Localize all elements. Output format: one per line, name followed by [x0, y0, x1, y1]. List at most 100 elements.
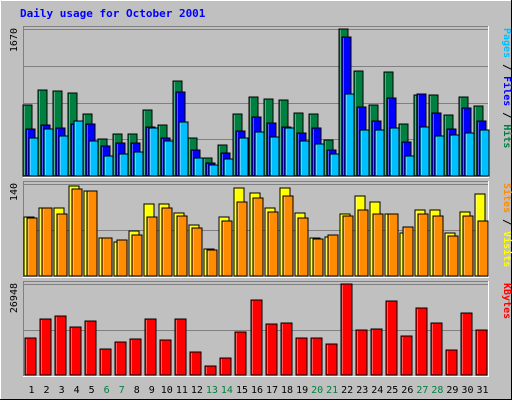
bar-kbytes-day-17 [265, 323, 278, 376]
bar-sites-day-4 [71, 188, 83, 277]
bar-kbytes-day-4 [69, 326, 82, 376]
bar-kbytes-day-18 [280, 322, 293, 376]
legend-part: / [501, 213, 512, 231]
bar-kbytes-day-7 [114, 341, 127, 376]
bar-pages-day-31 [479, 129, 490, 177]
bar-kbytes-day-27 [415, 307, 428, 376]
bar-kbytes-day-3 [54, 315, 67, 376]
day-label-18: 18 [281, 385, 293, 396]
bar-kbytes-day-9 [144, 318, 157, 376]
day-label-9: 9 [149, 385, 155, 396]
bar-sites-day-29 [447, 235, 459, 277]
bar-sites-day-23 [357, 209, 369, 277]
bar-kbytes-day-11 [174, 318, 187, 376]
legend-part: Hits [501, 124, 512, 148]
bar-sites-day-10 [161, 207, 173, 277]
day-label-17: 17 [266, 385, 278, 396]
bar-sites-day-1 [26, 217, 38, 277]
bar-sites-day-7 [116, 239, 128, 277]
day-label-22: 22 [341, 385, 353, 396]
day-label-11: 11 [176, 385, 188, 396]
bar-kbytes-day-16 [250, 299, 263, 376]
legend-part: / [501, 106, 512, 124]
panel-hits: 1670 Pages / Files / Hits [9, 26, 512, 178]
bar-sites-day-27 [417, 213, 429, 277]
day-label-19: 19 [296, 385, 308, 396]
day-label-15: 15 [236, 385, 248, 396]
day-label-7: 7 [119, 385, 125, 396]
bar-sites-day-2 [41, 207, 53, 277]
bar-kbytes-day-20 [310, 337, 323, 376]
bar-kbytes-day-24 [370, 328, 383, 376]
bar-kbytes-day-6 [99, 348, 112, 376]
legend-part: Files [501, 76, 512, 106]
bar-sites-day-24 [372, 213, 384, 277]
day-label-10: 10 [161, 385, 173, 396]
day-label-23: 23 [356, 385, 368, 396]
bar-sites-day-6 [101, 237, 113, 277]
bar-sites-day-15 [236, 201, 248, 277]
bar-sites-day-5 [86, 190, 98, 277]
panel-visits-max-label: 140 [9, 183, 20, 201]
bar-kbytes-day-5 [84, 320, 97, 376]
bar-sites-day-12 [191, 227, 203, 277]
bar-sites-day-21 [327, 234, 339, 277]
bar-kbytes-day-19 [295, 337, 308, 376]
panel-kbytes: 26948 KBytes [9, 281, 512, 377]
bar-sites-day-30 [462, 215, 474, 277]
bar-sites-day-22 [342, 215, 354, 277]
legend-part: Pages [501, 28, 512, 58]
day-label-28: 28 [431, 385, 443, 396]
bar-kbytes-day-31 [475, 329, 488, 376]
bar-kbytes-day-21 [325, 343, 338, 376]
bar-kbytes-day-14 [219, 357, 232, 376]
bar-pages-day-15 [238, 137, 249, 177]
bar-kbytes-day-8 [129, 338, 142, 376]
day-label-4: 4 [74, 385, 80, 396]
bar-sites-day-16 [252, 197, 264, 277]
day-label-31: 31 [476, 385, 488, 396]
bar-kbytes-day-30 [460, 312, 473, 376]
bar-kbytes-day-25 [385, 300, 398, 376]
panel-kbytes-legend: KBytes [501, 283, 512, 319]
day-label-13: 13 [206, 385, 218, 396]
bar-sites-day-26 [402, 226, 414, 277]
bar-sites-day-9 [146, 216, 158, 277]
day-label-1: 1 [29, 385, 35, 396]
day-label-30: 30 [461, 385, 473, 396]
legend-part: / [501, 58, 512, 76]
bar-sites-day-17 [267, 211, 279, 277]
day-label-2: 2 [44, 385, 50, 396]
legend-part: Visits [501, 231, 512, 267]
panel-hits-max-label: 1670 [9, 28, 20, 52]
bar-kbytes-day-26 [400, 335, 413, 376]
day-label-27: 27 [416, 385, 428, 396]
panel-visits-legend: Sites / Visits [501, 183, 512, 267]
bar-sites-day-19 [297, 217, 309, 277]
day-label-24: 24 [371, 385, 383, 396]
bar-sites-day-20 [312, 238, 324, 277]
bar-kbytes-day-15 [234, 331, 247, 376]
day-label-14: 14 [221, 385, 233, 396]
day-label-5: 5 [89, 385, 95, 396]
legend-part: Sites [501, 183, 512, 213]
bar-sites-day-3 [56, 213, 68, 277]
bar-kbytes-day-13 [204, 365, 217, 376]
panel-kbytes-max-label: 26948 [9, 283, 20, 313]
panels-layer: 1670 Pages / Files / Hits 140 Sites / Visit… [9, 26, 512, 377]
day-label-29: 29 [446, 385, 458, 396]
bar-sites-day-8 [131, 234, 143, 277]
bar-sites-day-31 [477, 220, 489, 277]
panel-visits: 140 Sites / Visits [9, 181, 512, 278]
day-label-16: 16 [251, 385, 263, 396]
bar-sites-day-11 [176, 215, 188, 277]
bar-kbytes-day-28 [430, 322, 443, 376]
bar-kbytes-day-2 [39, 318, 52, 376]
day-label-8: 8 [134, 385, 140, 396]
bar-kbytes-day-22 [340, 283, 353, 376]
legend-part: KBytes [501, 283, 512, 319]
day-label-26: 26 [401, 385, 413, 396]
bar-sites-day-28 [432, 215, 444, 277]
day-label-25: 25 [386, 385, 398, 396]
bar-kbytes-day-10 [159, 339, 172, 376]
